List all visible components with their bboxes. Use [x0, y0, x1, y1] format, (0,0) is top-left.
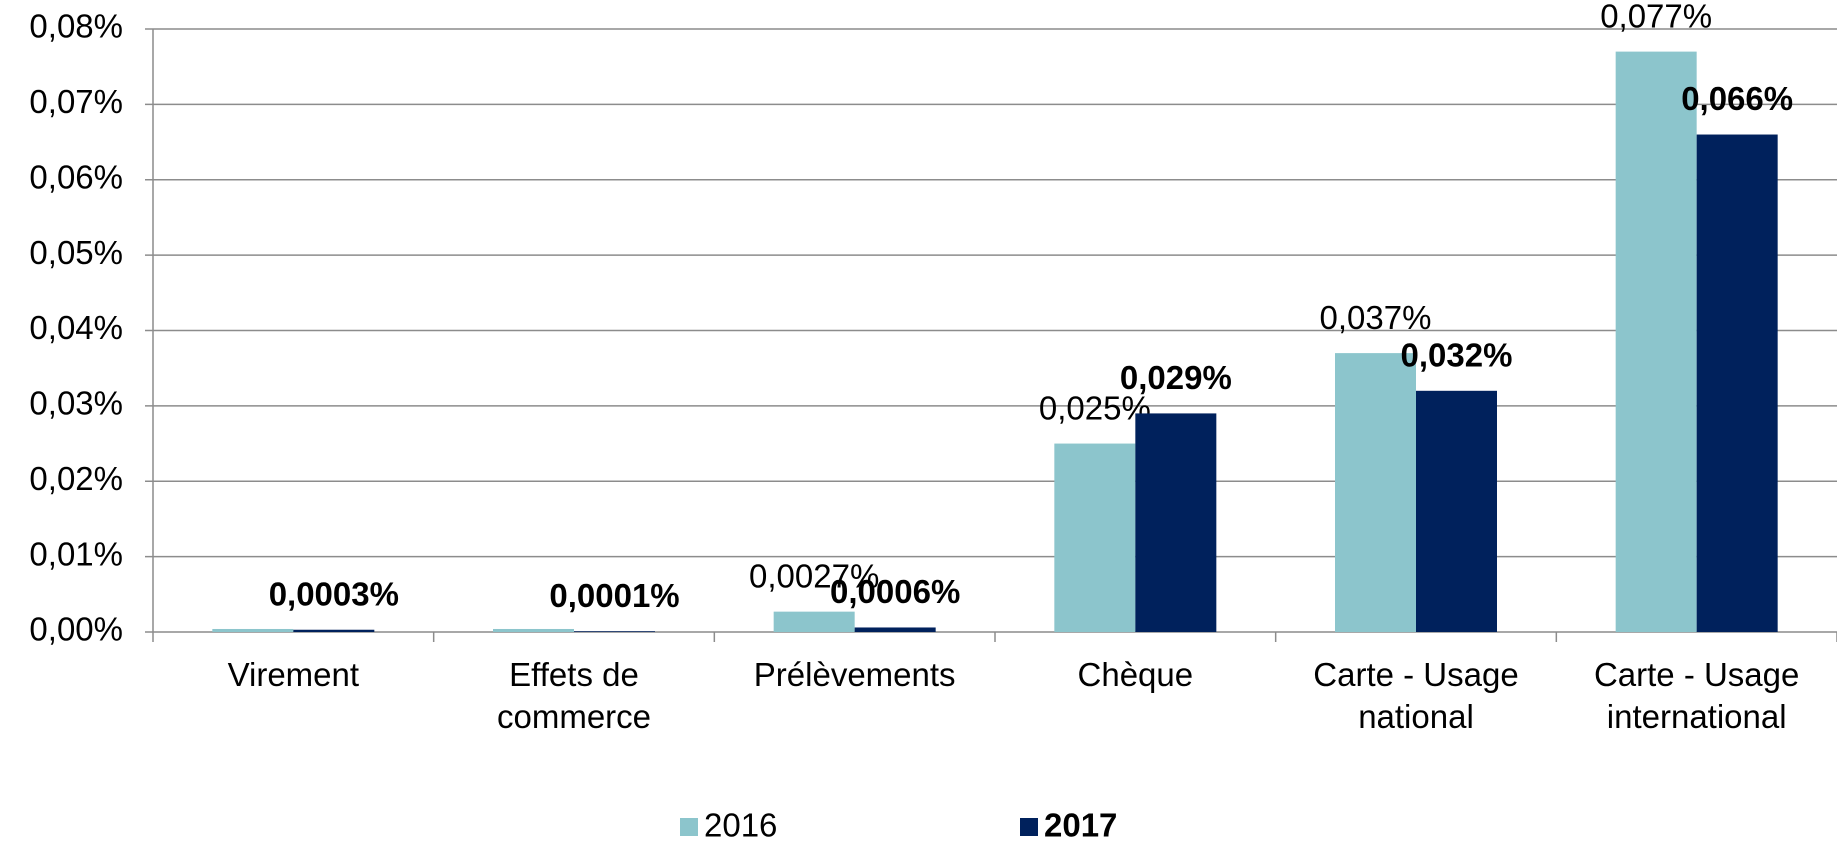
y-tick-label: 0,03%: [29, 385, 123, 422]
x-tick-label: Virement: [228, 656, 359, 693]
legend-swatch: [1020, 818, 1038, 836]
x-tick-label: Carte - Usage national: [1313, 656, 1518, 735]
bar: [1696, 134, 1778, 632]
data-label: 0,029%: [1120, 359, 1232, 396]
data-label: 0,0027%: [749, 557, 879, 594]
y-tick-label: 0,07%: [29, 83, 123, 120]
data-label: 0,025%: [1039, 389, 1151, 426]
data-label: 0,066%: [1681, 80, 1793, 117]
x-tick-label: Effets de commerce: [497, 656, 651, 735]
bar: [493, 628, 574, 632]
y-tick-label: 0,06%: [29, 158, 123, 195]
x-tick-label: Carte - Usage international: [1594, 656, 1799, 735]
bar: [1054, 443, 1136, 632]
bar: [1135, 413, 1217, 632]
bar: [212, 628, 294, 632]
data-label: 0,077%: [1600, 0, 1712, 34]
bar: [1416, 390, 1497, 632]
y-tick-label: 0,02%: [29, 460, 123, 497]
y-tick-label: 0,05%: [29, 234, 123, 271]
legend-label: 2017: [1044, 807, 1117, 842]
data-label: 0,032%: [1401, 337, 1513, 374]
y-tick-label: 0,04%: [29, 309, 123, 346]
y-tick-label: 0,01%: [29, 535, 123, 572]
bar: [1615, 51, 1697, 633]
x-tick-label: Chèque: [1078, 656, 1194, 693]
data-label: 0,0006%: [830, 573, 960, 610]
x-tick-label: Prélèvements: [754, 656, 956, 693]
bar: [293, 629, 375, 632]
data-label: 0,037%: [1320, 299, 1432, 336]
bar: [1335, 353, 1416, 632]
bar: [574, 631, 655, 632]
legend-label: 2016: [704, 807, 777, 842]
bar: [773, 611, 855, 632]
data-label: 0,0001%: [549, 577, 679, 614]
data-label: 0,0003%: [269, 575, 399, 612]
y-tick-label: 0,00%: [29, 611, 123, 648]
bar: [854, 627, 936, 632]
y-tick-label: 0,08%: [29, 8, 123, 45]
legend-swatch: [680, 818, 698, 836]
